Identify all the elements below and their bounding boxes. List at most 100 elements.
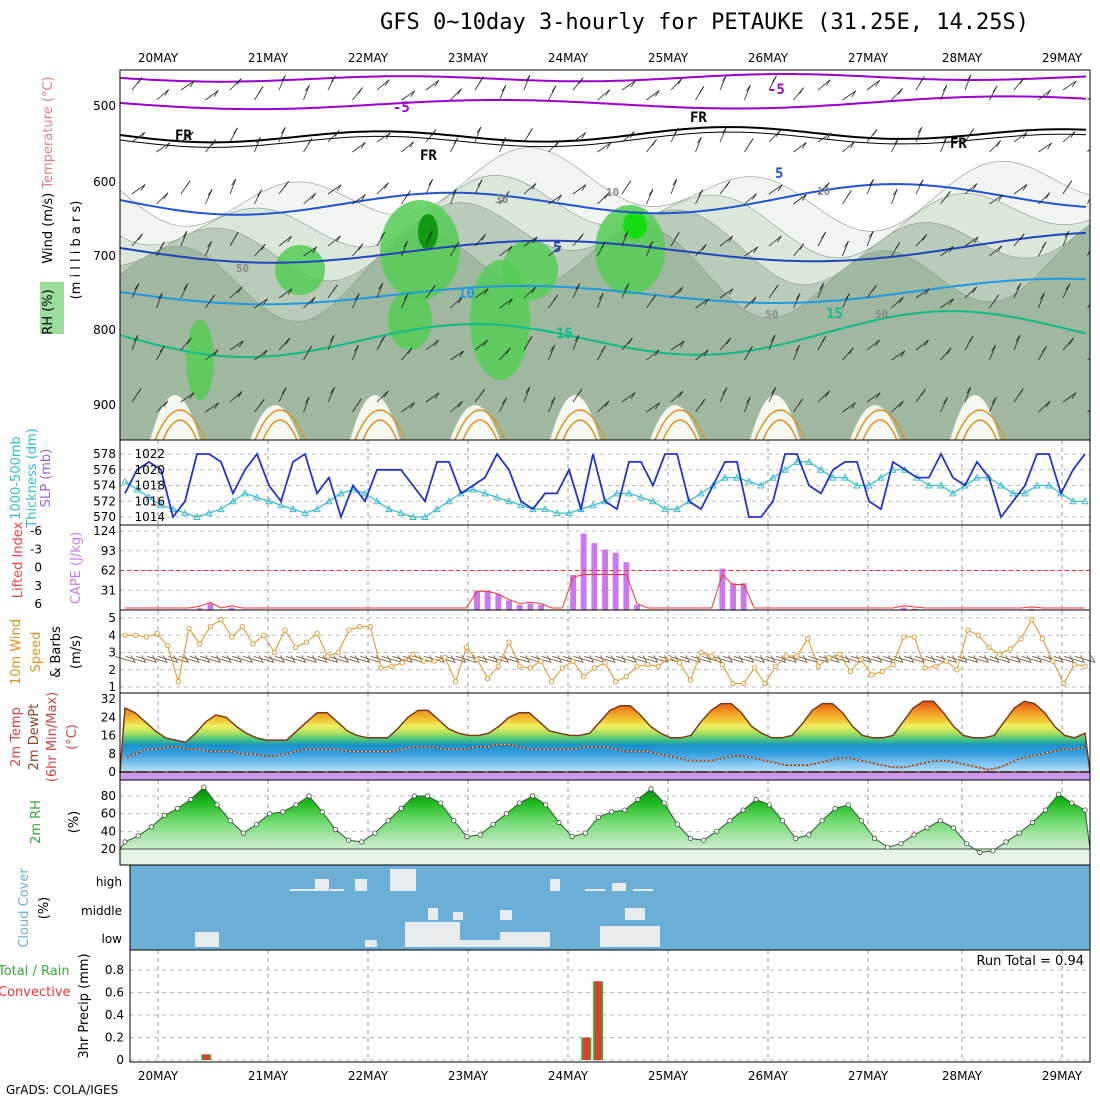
wind-barb-flag — [427, 230, 433, 238]
cape-bar — [612, 552, 619, 610]
wind-speed-point — [282, 627, 288, 633]
wind-barb-flag — [1015, 334, 1021, 342]
wind-barb — [278, 127, 286, 143]
thickness-point — [313, 505, 321, 513]
temp-contour-warm — [154, 409, 206, 440]
wind-barb-flag — [753, 246, 759, 254]
thickness-point — [337, 489, 345, 497]
wind-barb-flag — [331, 75, 336, 83]
cloud-block-high — [585, 889, 605, 891]
wind-barb-flag — [430, 284, 436, 292]
wind-barb — [474, 339, 488, 351]
cape-bar — [495, 594, 502, 610]
tick-label-precip: 0.4 — [105, 1008, 124, 1022]
wind-barb-flag — [183, 283, 189, 290]
profile-field: -5 -5 FR FR FR FR 5 5 10 15 15 10 30 50 50 50 10 — [120, 70, 1090, 440]
wind-barb — [205, 402, 219, 413]
wind-barb — [768, 335, 776, 351]
wind-barb — [327, 235, 341, 247]
rh-point — [280, 809, 286, 815]
wind-barb-flag — [140, 184, 146, 191]
rh-point — [963, 841, 970, 847]
wind-barb — [242, 656, 264, 663]
wind-barb — [573, 656, 594, 663]
panel-label-part: Speed — [29, 632, 44, 673]
wind-barb — [229, 78, 242, 91]
slp-line — [124, 452, 1086, 520]
panel-label: Thickness (dm) — [25, 428, 40, 528]
wind-barb — [584, 656, 605, 663]
cloud-level-label: high — [96, 875, 122, 889]
rh-point — [359, 839, 365, 845]
wind-barb-flag — [312, 246, 318, 254]
wind-barb-flag — [361, 194, 366, 201]
wind-barb — [572, 335, 580, 351]
date-label-top: 28MAY — [942, 51, 983, 65]
wind-barb-flag — [157, 292, 163, 300]
wind-barb-flag — [773, 284, 779, 292]
thickness-point — [697, 489, 705, 497]
wind-barb — [978, 656, 1000, 663]
wind-barb-flag — [233, 231, 239, 239]
wind-barb — [401, 141, 414, 153]
wind-speed-point — [709, 653, 715, 659]
wind-barb — [278, 337, 291, 351]
wind-barb — [450, 188, 457, 205]
panel-label: 2m DewPt — [27, 704, 42, 771]
wind-speed-point — [133, 632, 139, 638]
wind-barb-flag — [997, 245, 1003, 253]
wind-barb — [296, 656, 317, 663]
wind-speed-point — [751, 665, 757, 671]
wind-speed-point — [954, 667, 960, 673]
wind-barb-flag — [697, 136, 702, 144]
tick-label-temp: 32 — [101, 692, 116, 706]
wind-barb-flag — [263, 298, 268, 305]
wind-barb — [131, 131, 146, 143]
rh-clear-column — [749, 394, 801, 440]
temp-contour-warm — [554, 409, 606, 440]
tick-label-temp: 8 — [108, 747, 116, 761]
wind-barb-flag — [134, 283, 140, 290]
cape-bar — [623, 562, 630, 610]
wind-barb — [817, 79, 831, 91]
wind-barb-flag — [1047, 142, 1053, 150]
wind-barb — [646, 402, 660, 413]
thickness-point — [613, 489, 621, 497]
thickness-point — [181, 509, 189, 517]
thickness-point — [817, 465, 825, 473]
wind-barb — [597, 292, 604, 309]
rh-point — [227, 818, 233, 824]
wind-barb-flag — [481, 233, 487, 241]
thickness-point — [289, 505, 297, 513]
wind-barb-flag — [257, 189, 262, 196]
tick-label-wind: 3 — [108, 646, 116, 660]
wind-barb-flag — [403, 240, 408, 248]
tick-label-li: 3 — [34, 579, 42, 593]
wind-barb — [1013, 184, 1028, 195]
wind-barb-flag — [726, 337, 731, 345]
wind-speed-point — [303, 639, 309, 645]
wind-barb-flag — [332, 284, 338, 292]
wind-speed-point — [261, 632, 267, 638]
wind-barb — [548, 345, 555, 361]
wind-barb — [765, 656, 786, 663]
thickness-point — [277, 501, 285, 509]
cape-bar — [900, 607, 907, 610]
wind-speed-point — [474, 656, 480, 663]
cape-bar — [196, 608, 203, 610]
wind-barb — [523, 386, 531, 403]
wind-barb — [156, 89, 169, 101]
wind-barb — [572, 132, 587, 143]
wind-barb-flag — [403, 293, 409, 300]
wind-barb-flag — [674, 232, 680, 239]
wind-barb — [381, 656, 402, 663]
precip-bar-convective — [583, 1037, 590, 1060]
wind-barb-flag — [630, 80, 636, 88]
cape-bar — [719, 568, 726, 610]
cloud-block-low — [500, 932, 550, 947]
wind-barb — [754, 656, 776, 663]
rh-point — [753, 796, 759, 803]
wind-barb-flag — [480, 388, 485, 396]
thickness-point — [721, 473, 729, 481]
wind-barb — [866, 231, 874, 247]
